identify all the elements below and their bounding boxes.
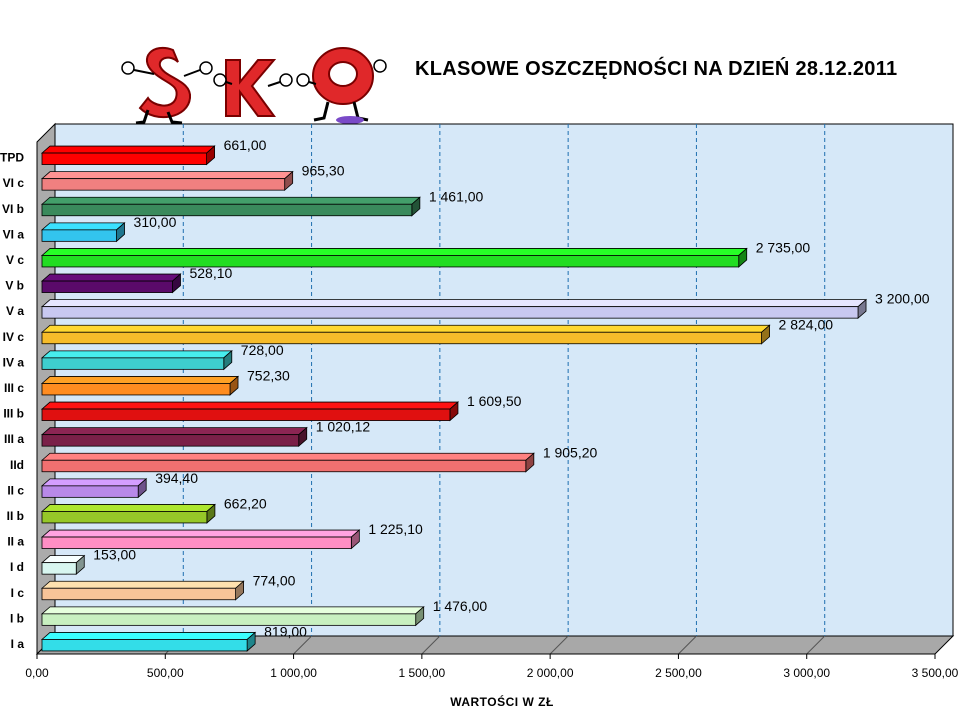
category-label: VI b bbox=[2, 202, 24, 216]
bar-value-label: 662,20 bbox=[224, 495, 267, 511]
category-label: VI a bbox=[3, 227, 25, 241]
x-tick-label: 3 000,00 bbox=[783, 666, 830, 680]
bar bbox=[40, 580, 245, 601]
bar-value-label: 661,00 bbox=[224, 137, 267, 153]
x-tick-label: 1 000,00 bbox=[270, 666, 317, 680]
bar bbox=[40, 554, 86, 576]
bar-value-label: 2 735,00 bbox=[756, 239, 811, 255]
bar bbox=[40, 170, 294, 192]
bar bbox=[40, 631, 257, 652]
category-label: II a bbox=[7, 535, 24, 549]
bar-value-label: 2 824,00 bbox=[779, 316, 834, 332]
category-label: I a bbox=[11, 637, 25, 651]
x-tick-label: 1 500,00 bbox=[398, 666, 445, 680]
x-tick-label: 3 500,00 bbox=[912, 666, 959, 680]
bar-value-label: 774,00 bbox=[253, 572, 296, 588]
category-label: TPD bbox=[0, 151, 24, 165]
bar bbox=[40, 452, 535, 473]
bar-value-label: 728,00 bbox=[241, 342, 284, 358]
bar-value-label: 752,30 bbox=[247, 367, 290, 383]
floor-gridline bbox=[549, 635, 569, 655]
bar bbox=[40, 375, 240, 396]
category-label: III a bbox=[4, 432, 24, 446]
category-label: IV a bbox=[3, 355, 25, 369]
bar-value-label: 819,00 bbox=[264, 623, 307, 639]
bar bbox=[40, 196, 421, 217]
bar bbox=[40, 298, 868, 320]
bar-value-label: 528,10 bbox=[189, 265, 232, 281]
sko-logo bbox=[121, 47, 387, 125]
x-tick-label: 2 500,00 bbox=[655, 666, 702, 680]
category-label: I c bbox=[11, 586, 25, 600]
bar bbox=[40, 426, 308, 448]
bar bbox=[40, 605, 425, 627]
bar bbox=[40, 477, 148, 499]
category-label: III c bbox=[4, 381, 24, 395]
bar-value-label: 1 905,20 bbox=[543, 444, 598, 460]
bar bbox=[40, 349, 233, 371]
category-label: III b bbox=[3, 407, 24, 421]
floor-gridline bbox=[293, 635, 312, 655]
category-label: I b bbox=[10, 611, 24, 625]
bar-value-label: 1 476,00 bbox=[433, 598, 488, 614]
bar-value-label: 310,00 bbox=[134, 214, 177, 230]
x-tick-label: 2 000,00 bbox=[527, 666, 574, 680]
bar bbox=[40, 503, 216, 524]
category-label: V a bbox=[6, 304, 24, 318]
bar bbox=[40, 221, 126, 243]
bar-value-label: 153,00 bbox=[93, 547, 136, 563]
chart-title: KLASOWE OSZCZĘDNOŚCI NA DZIEŃ 28.12.2011 bbox=[415, 58, 898, 80]
category-label: II b bbox=[7, 509, 24, 523]
category-label: IId bbox=[10, 458, 24, 472]
floor-gridline bbox=[421, 635, 441, 655]
category-label: VI c bbox=[3, 176, 25, 190]
bar-value-label: 1 461,00 bbox=[429, 188, 484, 204]
x-tick-label: 500,00 bbox=[147, 666, 184, 680]
bar-value-label: 1 020,12 bbox=[316, 419, 371, 435]
x-tick-label: 0,00 bbox=[25, 666, 49, 680]
bar-value-label: 1 609,50 bbox=[467, 393, 522, 409]
category-label: V c bbox=[6, 253, 24, 267]
bar-value-label: 3 200,00 bbox=[875, 291, 930, 307]
bar bbox=[40, 145, 216, 166]
bar bbox=[40, 529, 361, 550]
bar bbox=[40, 273, 182, 294]
bar-value-label: 394,40 bbox=[155, 470, 198, 486]
bar bbox=[40, 401, 460, 422]
bar-value-label: 965,30 bbox=[302, 163, 345, 179]
floor-gridline bbox=[806, 635, 826, 655]
bar bbox=[40, 247, 748, 268]
bar bbox=[40, 324, 771, 345]
floor-gridline bbox=[678, 635, 697, 655]
bar-value-label: 1 225,10 bbox=[368, 521, 423, 537]
category-label: II c bbox=[7, 483, 24, 497]
category-label: I d bbox=[10, 560, 24, 574]
category-label: IV c bbox=[3, 330, 25, 344]
category-label: V b bbox=[5, 279, 24, 293]
x-axis-title: WARTOŚCI W ZŁ bbox=[450, 694, 554, 709]
